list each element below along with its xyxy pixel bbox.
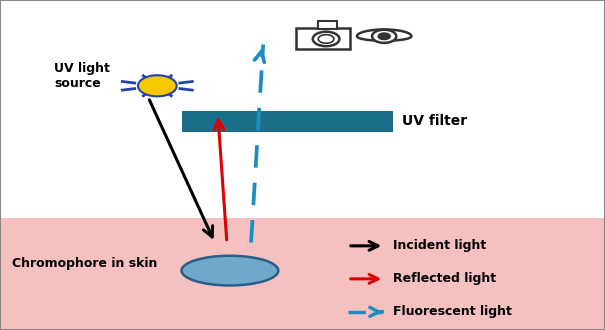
Text: Chromophore in skin: Chromophore in skin xyxy=(12,257,157,271)
Bar xyxy=(318,21,337,29)
Circle shape xyxy=(313,32,339,46)
Bar xyxy=(182,111,393,132)
Bar xyxy=(0,218,605,330)
Text: Fluorescent light: Fluorescent light xyxy=(393,305,512,318)
Circle shape xyxy=(378,33,390,40)
Circle shape xyxy=(372,30,396,43)
Text: Incident light: Incident light xyxy=(393,239,486,252)
Bar xyxy=(296,28,350,50)
Text: UV filter: UV filter xyxy=(402,114,468,128)
Circle shape xyxy=(138,75,177,96)
Text: Reflected light: Reflected light xyxy=(393,272,496,285)
Ellipse shape xyxy=(182,256,278,285)
Text: UV light
source: UV light source xyxy=(54,62,110,90)
Circle shape xyxy=(318,35,334,43)
Polygon shape xyxy=(357,29,411,41)
